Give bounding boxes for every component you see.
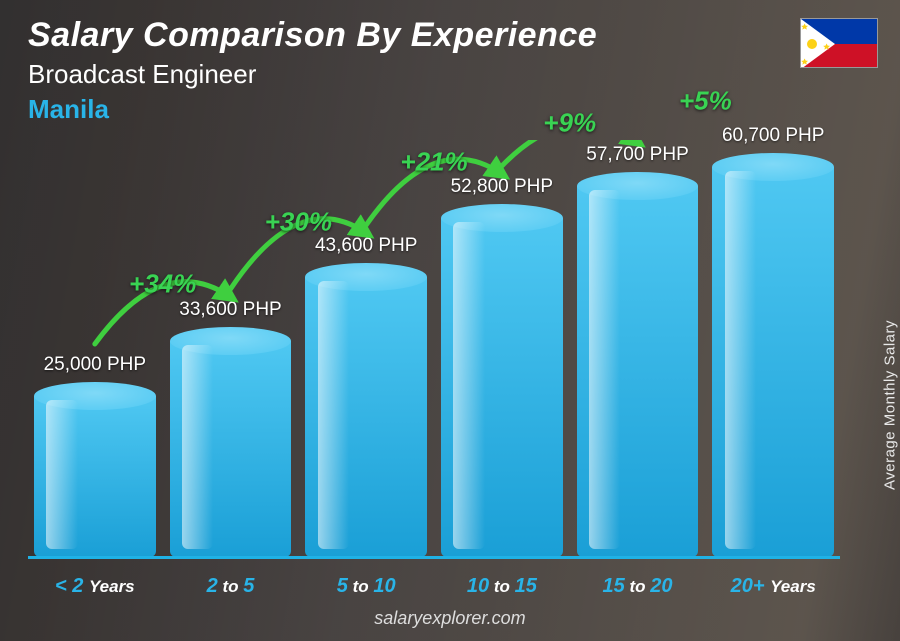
bar-value-label: 33,600 PHP xyxy=(179,299,281,321)
job-title: Broadcast Engineer xyxy=(28,59,597,90)
bar: 52,800 PHP xyxy=(441,218,563,557)
y-axis-label: Average Monthly Salary xyxy=(882,320,899,490)
bar-shine xyxy=(725,171,757,549)
bar-value-label: 57,700 PHP xyxy=(586,144,688,166)
bar-value-label: 43,600 PHP xyxy=(315,235,417,257)
salary-bar-chart: 25,000 PHP< 2 Years33,600 PHP2 to 543,60… xyxy=(28,140,840,595)
bar-shine xyxy=(182,345,214,549)
increase-pct-label: +5% xyxy=(679,85,732,116)
page-title: Salary Comparison By Experience xyxy=(28,16,597,55)
bar: 25,000 PHP xyxy=(34,396,156,557)
bar: 57,700 PHP xyxy=(577,186,699,557)
flag-philippines-icon xyxy=(800,18,878,68)
title-block: Salary Comparison By Experience Broadcas… xyxy=(28,16,597,125)
bar-slot: 33,600 PHP2 to 5 xyxy=(170,341,292,557)
bar-category-label: < 2 Years xyxy=(55,575,135,598)
bar-value-label: 25,000 PHP xyxy=(44,354,146,376)
bar-slot: 25,000 PHP< 2 Years xyxy=(34,396,156,557)
bar-category-label: 10 to 15 xyxy=(467,575,537,598)
bar-shine xyxy=(46,400,78,549)
increase-pct-label: +34% xyxy=(129,268,196,299)
bar-slot: 52,800 PHP10 to 15 xyxy=(441,218,563,557)
increase-pct-label: +21% xyxy=(400,146,467,177)
footer-source: salaryexplorer.com xyxy=(0,608,900,629)
bar-shine xyxy=(318,281,350,549)
increase-pct-label: +30% xyxy=(265,207,332,238)
bar-slot: 60,700 PHP20+ Years xyxy=(712,167,834,557)
bar-value-label: 52,800 PHP xyxy=(451,176,553,198)
bar: 60,700 PHP xyxy=(712,167,834,557)
bar-category-label: 2 to 5 xyxy=(207,575,255,598)
bar-category-label: 20+ Years xyxy=(731,575,816,598)
infographic-stage: Salary Comparison By Experience Broadcas… xyxy=(0,0,900,641)
bar: 33,600 PHP xyxy=(170,341,292,557)
bar-value-label: 60,700 PHP xyxy=(722,125,824,147)
bar-shine xyxy=(453,222,485,549)
location-label: Manila xyxy=(28,94,597,125)
bar-category-label: 5 to 10 xyxy=(337,575,396,598)
increase-pct-label: +9% xyxy=(543,108,596,139)
bar-category-label: 15 to 20 xyxy=(603,575,673,598)
chart-baseline xyxy=(28,556,840,559)
bar-shine xyxy=(589,190,621,549)
bar-slot: 43,600 PHP5 to 10 xyxy=(305,277,427,557)
bar: 43,600 PHP xyxy=(305,277,427,557)
bars-row: 25,000 PHP< 2 Years33,600 PHP2 to 543,60… xyxy=(28,140,840,557)
bar-slot: 57,700 PHP15 to 20 xyxy=(577,186,699,557)
